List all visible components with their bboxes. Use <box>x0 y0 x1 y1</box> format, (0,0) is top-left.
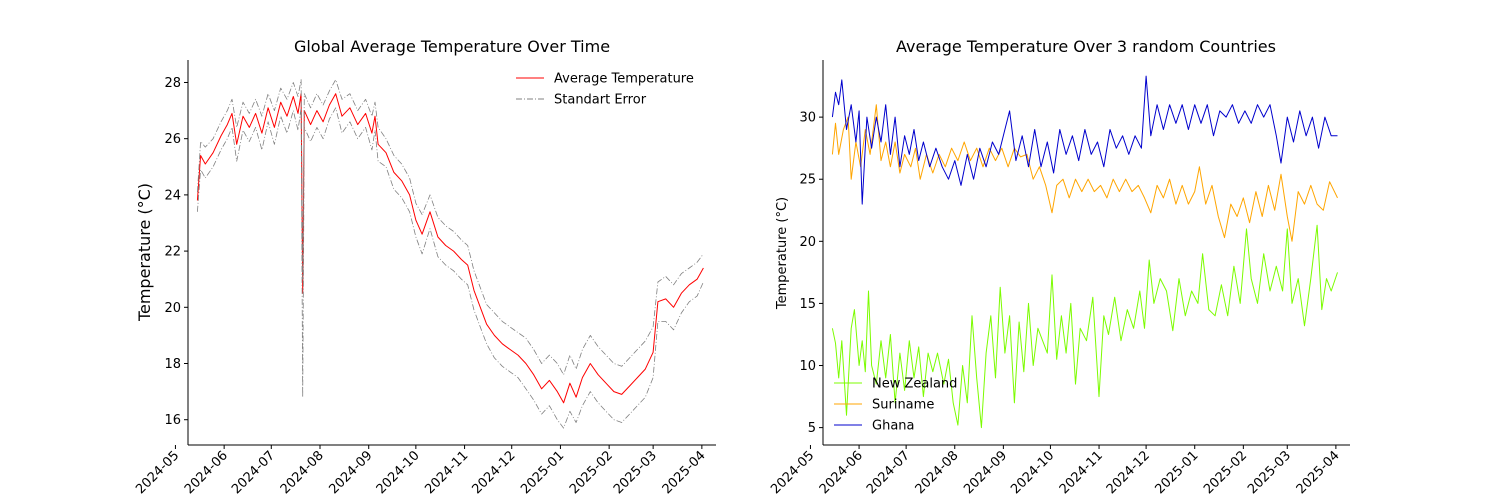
legend-label: Average Temperature <box>554 72 694 87</box>
y-tick-label: 18 <box>164 357 181 372</box>
y-tick-label: 30 <box>799 111 816 126</box>
series-lines <box>196 79 704 429</box>
country-temperature-chart: Average Temperature Over 3 random Countr… <box>768 37 1350 497</box>
y-ticks: 5 10 15 20 25 30 <box>799 111 823 436</box>
y-tick-label: 20 <box>799 235 816 250</box>
x-tick-label: 2024-06 <box>817 448 866 497</box>
series-line-suriname <box>831 104 1338 242</box>
x-tick-label: 2024-06 <box>182 448 231 497</box>
x-tick-label: 2025-01 <box>518 448 567 497</box>
x-tick-label: 2024-11 <box>1057 448 1106 497</box>
y-axis-label: Temperature (°C) <box>775 197 790 310</box>
series-line-average-temperature <box>196 93 704 404</box>
y-tick-label: 10 <box>799 359 816 374</box>
legend-item: Average Temperature <box>516 72 694 87</box>
x-tick-label: 2024-05 <box>133 448 182 497</box>
x-tick-label: 2025-04 <box>1294 448 1343 497</box>
x-tick-label: 2025-01 <box>1153 448 1202 497</box>
chart-title: Average Temperature Over 3 random Countr… <box>896 37 1276 56</box>
x-tick-label: 2024-07 <box>229 448 278 497</box>
y-tick-label: 16 <box>164 413 181 428</box>
x-tick-label: 2024-08 <box>278 448 327 497</box>
y-tick-label: 5 <box>808 421 816 436</box>
series-line-ghana <box>831 75 1338 205</box>
x-tick-label: 2025-02 <box>1201 448 1250 497</box>
legend-label: New Zealand <box>872 377 957 392</box>
legend-label: Ghana <box>872 419 915 434</box>
x-tick-label: 2024-09 <box>961 448 1010 497</box>
series-line-new-zealand <box>831 224 1338 429</box>
legend: Average Temperature Standart Error <box>516 72 694 108</box>
legend: New Zealand Suriname Ghana <box>834 377 957 434</box>
legend-item: New Zealand <box>834 377 957 392</box>
standard-error-upper-line <box>197 79 704 376</box>
x-tick-label: 2025-03 <box>1245 448 1294 497</box>
y-tick-label: 20 <box>164 301 181 316</box>
x-tick-label: 2024-10 <box>374 448 423 497</box>
series-lines <box>831 75 1338 429</box>
x-tick-label: 2025-03 <box>611 448 660 497</box>
x-tick-label: 2025-04 <box>660 448 709 497</box>
global-temperature-chart: Global Average Temperature Over Time Tem… <box>133 37 716 497</box>
x-tick-label: 2024-08 <box>913 448 962 497</box>
y-tick-label: 26 <box>164 132 181 147</box>
y-tick-label: 24 <box>164 188 181 203</box>
y-ticks: 16 18 20 22 24 26 28 <box>164 76 188 428</box>
y-tick-label: 22 <box>164 245 181 260</box>
x-tick-label: 2024-10 <box>1008 448 1057 497</box>
standard-error-lower-line <box>197 107 704 429</box>
x-tick-label: 2024-05 <box>768 448 817 497</box>
legend-item: Ghana <box>834 419 915 434</box>
y-tick-label: 28 <box>164 76 181 91</box>
x-tick-label: 2025-02 <box>567 448 616 497</box>
x-tick-label: 2024-12 <box>470 448 519 497</box>
x-tick-label: 2024-09 <box>327 448 376 497</box>
x-tick-label: 2024-11 <box>422 448 471 497</box>
y-tick-label: 15 <box>799 297 816 312</box>
chart-title: Global Average Temperature Over Time <box>294 37 610 56</box>
x-tick-label: 2024-07 <box>864 448 913 497</box>
y-tick-label: 25 <box>799 173 816 188</box>
x-tick-label: 2024-12 <box>1104 448 1153 497</box>
legend-label: Standart Error <box>554 93 647 108</box>
legend-item: Suriname <box>834 398 934 413</box>
legend-item: Standart Error <box>516 93 647 108</box>
y-axis-label: Temperature (°C) <box>135 183 154 322</box>
legend-label: Suriname <box>872 398 934 413</box>
